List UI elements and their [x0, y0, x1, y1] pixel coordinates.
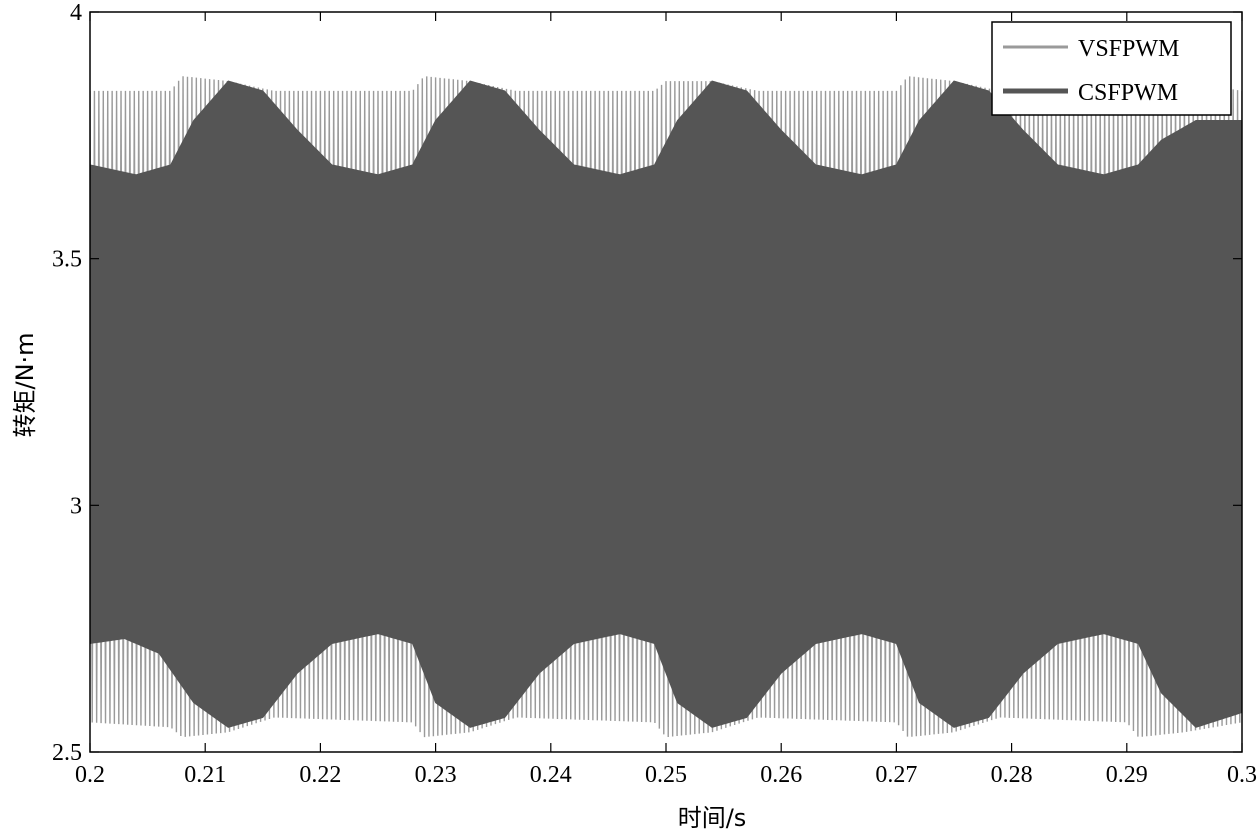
- x-tick-label: 0.29: [1106, 762, 1148, 788]
- y-tick-label: 2.5: [52, 740, 82, 766]
- x-tick-label: 0.21: [184, 762, 226, 788]
- x-tick-label: 0.2: [75, 762, 105, 788]
- y-tick-label: 3.5: [52, 247, 82, 273]
- x-tick-label: 0.28: [991, 762, 1033, 788]
- x-tick-label: 0.23: [415, 762, 457, 788]
- y-axis-label: 转矩/N·m: [11, 332, 39, 437]
- x-tick-label: 0.24: [530, 762, 572, 788]
- legend-label-csfpwm: CSFPWM: [1078, 80, 1178, 106]
- series-csfpwm-band: [90, 80, 1242, 728]
- x-axis-label: 时间/s: [678, 804, 747, 831]
- y-tick-label: 3: [70, 493, 82, 519]
- x-tick-label: 0.22: [299, 762, 341, 788]
- x-tick-label: 0.26: [760, 762, 802, 788]
- legend-box: [991, 21, 1232, 116]
- x-tick-label: 0.27: [875, 762, 917, 788]
- legend-label-vsfpwm: VSFPWM: [1078, 36, 1179, 62]
- y-tick-label: 4: [70, 0, 82, 26]
- x-tick-label: 0.25: [645, 762, 687, 788]
- legend: VSFPWM CSFPWM: [991, 21, 1232, 116]
- x-tick-label: 0.3: [1227, 762, 1257, 788]
